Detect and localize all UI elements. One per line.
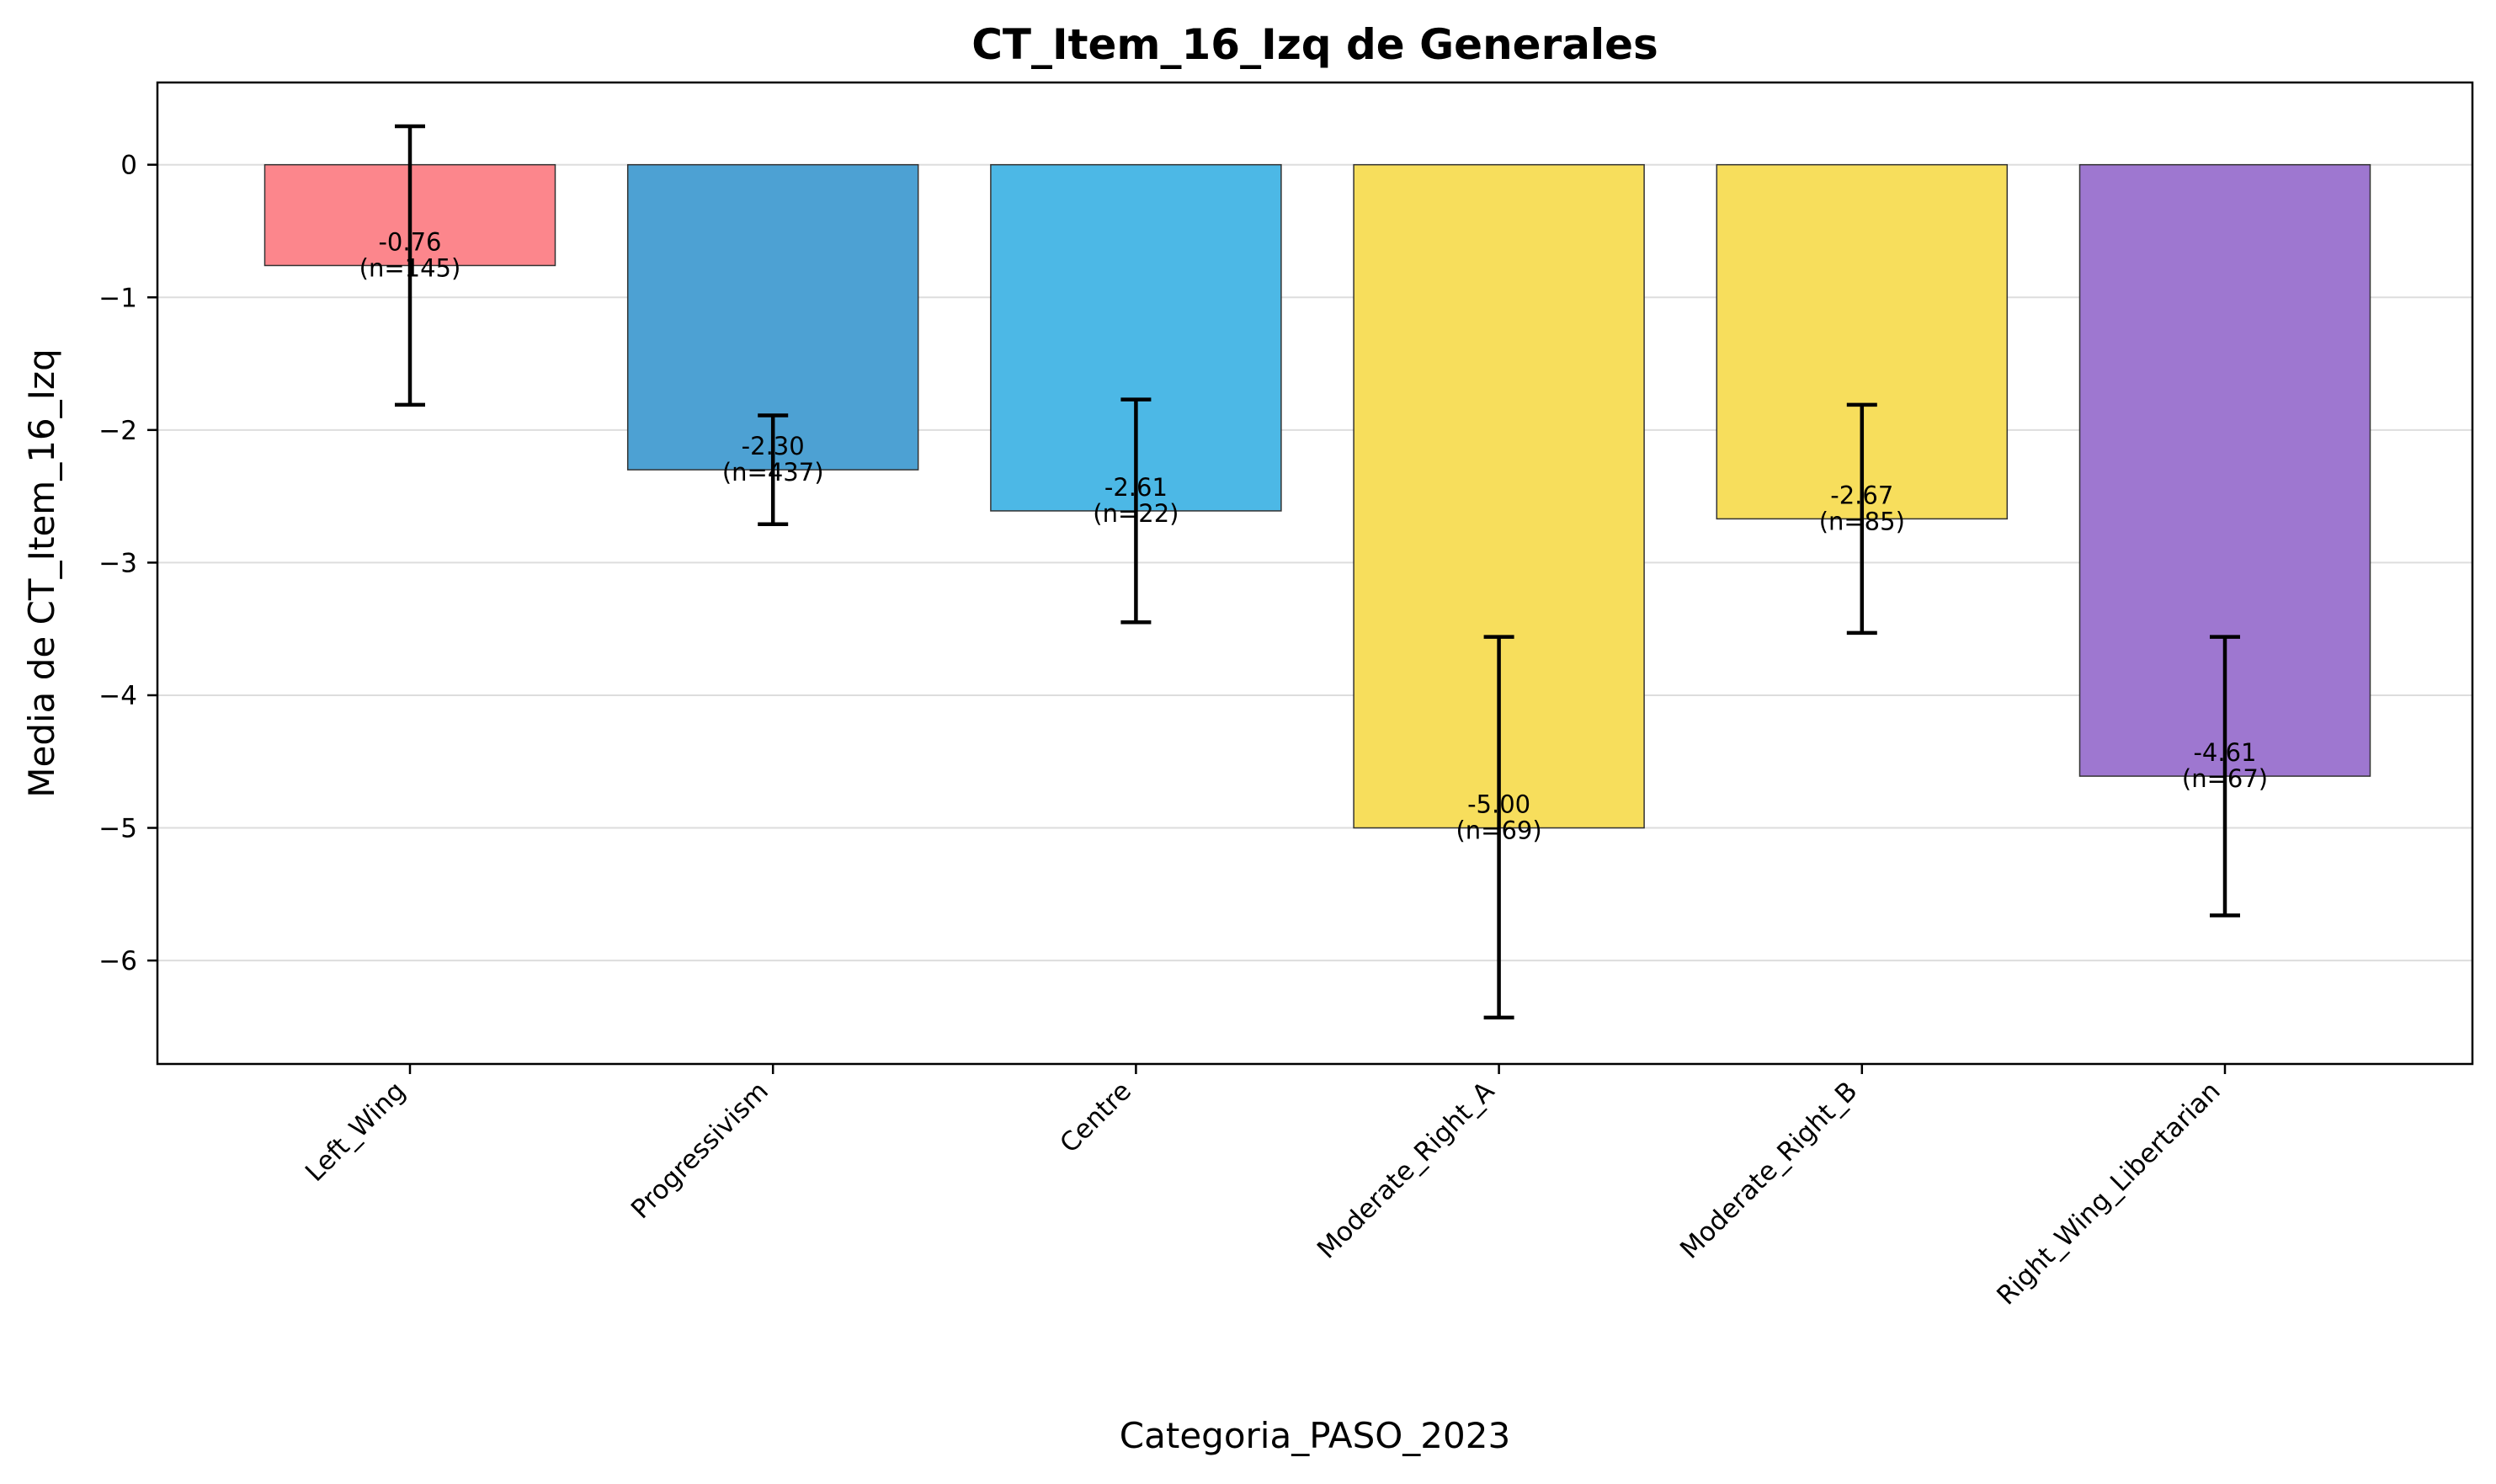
y-axis-label: Media de CT_Item_16_Izq (21, 348, 62, 797)
error-bars (395, 124, 2240, 1020)
data-label-mean: -2.67 (1830, 481, 1893, 509)
data-label-mean: -4.61 (2193, 738, 2256, 767)
plot-frame (156, 81, 2474, 1066)
data-label-n: (n=69) (1456, 816, 1541, 845)
y-tick-label: 0 (120, 151, 137, 181)
data-label-n: (n=22) (1093, 499, 1179, 528)
y-tick-label: −1 (98, 283, 137, 313)
x-axis-label: Categoria_PASO_2023 (1120, 1415, 1510, 1456)
y-axis-ticks: 0 −1 −2 −3 −4 −5 −6 (98, 151, 157, 976)
y-tick-label: −6 (98, 946, 137, 976)
chart-title: CT_Item_16_Izq de Generales (971, 20, 1658, 69)
data-label-mean: -0.76 (378, 227, 441, 256)
data-label-n: (n=67) (2182, 764, 2268, 793)
data-label-mean: -5.00 (1467, 790, 1530, 819)
y-tick-label: −3 (98, 548, 137, 578)
y-tick-label: −2 (98, 416, 137, 446)
data-label-n: (n=437) (722, 458, 824, 487)
data-label-mean: -2.61 (1104, 473, 1168, 502)
data-label-n: (n=145) (359, 253, 461, 282)
y-tick-label: −5 (98, 814, 137, 844)
data-label-n: (n=85) (1819, 507, 1905, 535)
y-tick-label: −4 (98, 681, 137, 711)
data-labels: -0.76(n=145) -2.30(n=437) -2.61(n=22) -5.00… (359, 227, 2268, 844)
data-label-mean: -2.30 (742, 432, 805, 460)
